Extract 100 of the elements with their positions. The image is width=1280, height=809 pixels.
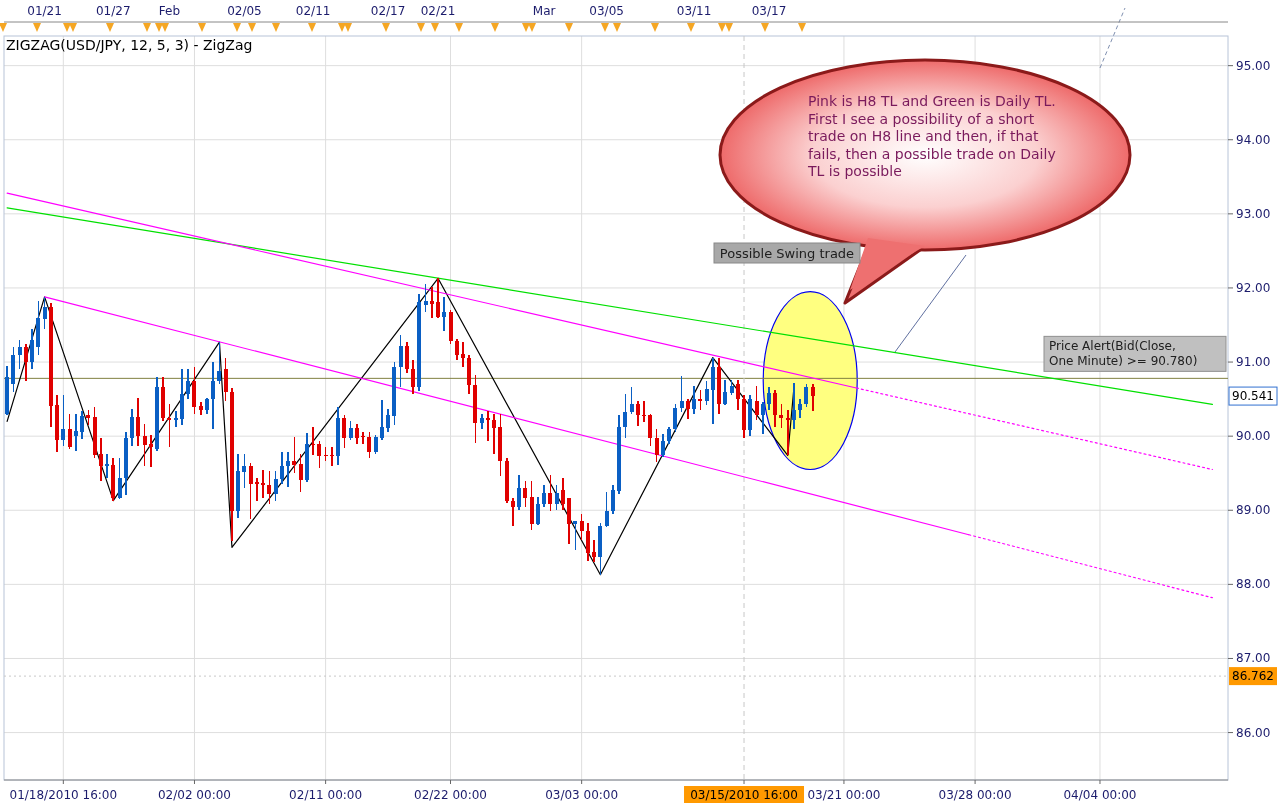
y-tick-label: 90.00 [1236, 429, 1271, 444]
text: 02/05 [227, 4, 262, 18]
candlestick [248, 462, 253, 520]
candlestick [723, 379, 728, 406]
candlestick [560, 477, 565, 512]
candlestick [186, 368, 191, 400]
candlestick [623, 393, 628, 439]
x-tick-label: 03/21 00:00 [807, 788, 881, 802]
candlestick [117, 456, 122, 500]
candlestick [685, 398, 690, 420]
text: 02/11 [295, 4, 331, 18]
candlestick [398, 334, 403, 388]
candlestick [791, 382, 796, 430]
x-tick-label: 03/15/2010 16:00 [690, 788, 798, 802]
candlestick [554, 484, 559, 512]
ref-line-label: 86.762 [1232, 669, 1274, 684]
candlestick [579, 513, 584, 541]
x-tick-label: 01/18/2010 16:00 [9, 788, 118, 802]
candlestick [279, 451, 284, 486]
candlestick [510, 496, 515, 527]
candlestick [298, 453, 303, 494]
text: 03/17 [751, 4, 787, 18]
candlestick [760, 401, 765, 435]
x-tick-label: 04/04 00:00 [1063, 788, 1137, 802]
y-tick-label: 87.00 [1236, 651, 1271, 666]
candlestick [23, 342, 28, 382]
candlestick [317, 439, 322, 469]
candlestick [454, 338, 459, 361]
candlestick [286, 451, 291, 489]
candlestick [148, 433, 153, 469]
candlestick [535, 496, 540, 526]
candlestick [211, 361, 216, 430]
candlestick [804, 383, 809, 409]
candlestick [735, 379, 740, 412]
candlestick [773, 389, 778, 429]
candlestick [273, 470, 278, 502]
annotation: Pink is H8 TL and Green is Daily TL. First I see a possibility of a short trade on H8 line and then, if that fails, then a possible trade on Daily TL is possible [807, 93, 1056, 179]
y-tick-label: 91.00 [1236, 355, 1271, 370]
annotation: Possible Swing trade [719, 246, 855, 261]
candlestick [754, 384, 759, 421]
y-tick-label: 92.00 [1236, 280, 1271, 295]
candlestick [329, 446, 334, 467]
candlestick [523, 480, 528, 509]
candlestick [361, 431, 366, 445]
candlestick [105, 453, 110, 479]
x-tick-label: 03/03 00:00 [545, 788, 619, 802]
text: 01/21 [27, 4, 62, 18]
candlestick [61, 394, 66, 447]
ref-line-label: Price Alert(Bid(Close, One Minute) >= 90.780) [1049, 339, 1198, 369]
candlestick [429, 286, 434, 319]
candlestick [810, 383, 815, 412]
line-series [6, 277, 795, 576]
candlestick [379, 399, 384, 441]
candlestick [80, 410, 85, 440]
candlestick [779, 403, 784, 429]
text: Mar [532, 4, 556, 18]
candlestick [585, 522, 590, 563]
y-tick-label: 89.00 [1236, 503, 1271, 518]
candlestick [142, 423, 147, 467]
text: 02/21 [420, 4, 456, 18]
candlestick [673, 402, 678, 433]
candlestick [692, 384, 697, 415]
candlestick [267, 470, 272, 506]
candlestick [648, 413, 653, 447]
y-tick-label: 95.00 [1236, 58, 1271, 73]
candlestick [604, 491, 609, 529]
candlestick [342, 413, 347, 449]
candlestick [492, 413, 497, 455]
y-tick-label: 88.00 [1236, 577, 1271, 592]
candlestick [436, 277, 441, 319]
candlestick [223, 357, 228, 403]
candlestick [404, 341, 409, 374]
x-tick-label: 02/02 00:00 [157, 788, 231, 802]
candlestick [73, 413, 78, 452]
candlestick [548, 474, 553, 512]
candlestick [373, 433, 378, 455]
candlestick [573, 519, 578, 551]
text: Feb [158, 4, 181, 18]
text: 03/11 [676, 4, 712, 18]
x-tick-label: 02/11 00:00 [289, 788, 363, 802]
candlestick [642, 400, 647, 423]
text: 03/05 [589, 4, 624, 18]
y-tick-label: 93.00 [1236, 206, 1271, 221]
candlestick [710, 356, 715, 425]
x-tick-label: 02/22 00:00 [414, 788, 487, 802]
candlestick [17, 339, 22, 371]
candlestick [654, 427, 659, 463]
candlestick [767, 386, 771, 412]
candlestick [67, 413, 72, 451]
x-tick-label: 03/28 00:00 [938, 788, 1012, 802]
candlestick [386, 408, 391, 433]
candlestick [254, 476, 259, 502]
candlestick [660, 433, 665, 458]
y-tick-label: 86.00 [1236, 725, 1271, 740]
candlestick [517, 473, 522, 512]
candlestick [592, 539, 597, 563]
candlestick [42, 296, 47, 330]
candlestick [130, 408, 135, 447]
candlestick [411, 359, 416, 395]
candlestick [217, 341, 222, 386]
